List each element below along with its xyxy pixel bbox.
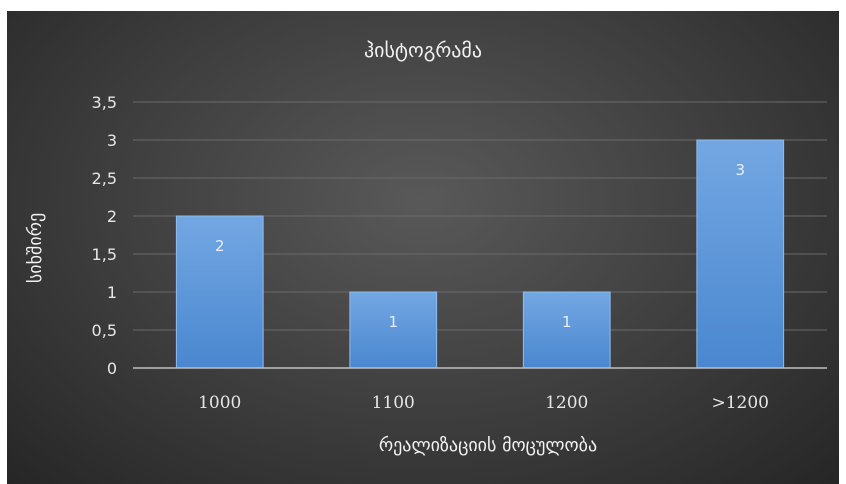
bar-data-label: 2 (215, 237, 225, 255)
y-tick-label: 2 (107, 207, 117, 226)
histogram-chart: ჰისტოგრამა 2 1 1 3 0 0,5 1 1,5 2 2,5 3 3,5 1000 110… (25, 38, 827, 456)
chart-area: ჰისტოგრამა 2 1 1 3 0 0,5 1 1,5 2 2,5 3 3,5 1000 110… (7, 11, 839, 484)
y-tick-label: 3 (107, 131, 117, 150)
y-tick-label: 0 (107, 359, 117, 378)
x-tick-label: 1000 (198, 393, 241, 413)
y-tick-label: 1 (107, 283, 117, 302)
bar (696, 139, 785, 369)
y-tick-label: 2,5 (92, 169, 117, 188)
y-tick-layer: 0 0,5 1 1,5 2 2,5 3 3,5 (92, 93, 117, 378)
y-tick-label: 0,5 (92, 321, 117, 340)
y-tick-label: 3,5 (92, 93, 117, 112)
label-layer: 2 1 1 3 (215, 161, 745, 331)
x-tick-label: >1200 (711, 393, 769, 413)
y-tick-label: 1,5 (92, 245, 117, 264)
chart-title: ჰისტოგრამა (364, 38, 482, 62)
bar-layer (175, 139, 785, 369)
bar (349, 291, 438, 369)
bar (522, 291, 611, 369)
x-tick-label: 1200 (545, 393, 588, 413)
bar-data-label: 1 (388, 313, 398, 331)
x-tick-layer: 1000 1100 1200 >1200 (198, 393, 769, 413)
bar-data-label: 1 (562, 313, 572, 331)
y-axis-title: სიხშირე (25, 213, 46, 283)
bar-data-label: 3 (735, 161, 745, 179)
x-tick-label: 1100 (372, 393, 415, 413)
x-axis-title: რეალიზაციის მოცულობა (379, 435, 597, 456)
